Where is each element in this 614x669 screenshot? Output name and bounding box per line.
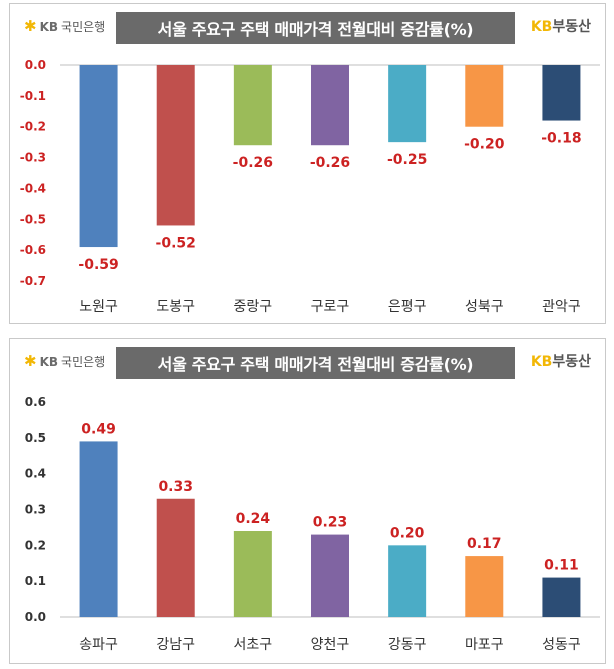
bar — [79, 65, 118, 248]
data-label: 0.24 — [236, 511, 271, 527]
data-label: -0.26 — [233, 155, 273, 171]
category-label: 양천구 — [311, 637, 350, 653]
bar — [233, 65, 272, 146]
chart-title: 서울 주요구 주택 매매가격 전월대비 증감률(%) — [116, 12, 515, 44]
kb-realty-logo: KB부동산 — [530, 19, 591, 35]
category-label: 서초구 — [234, 637, 273, 653]
y-tick-label: 0.6 — [25, 395, 46, 409]
bar — [542, 65, 581, 121]
chart-title: 서울 주요구 주택 매매가격 전월대비 증감률(%) — [116, 347, 515, 379]
kb-star-icon: ✱ — [24, 17, 37, 35]
y-tick-label: 0.0 — [25, 610, 46, 624]
y-tick-label: -0.1 — [20, 89, 46, 103]
data-label: -0.52 — [156, 235, 196, 251]
kb-star-icon: ✱ — [24, 352, 37, 370]
bar — [542, 577, 581, 617]
data-label: -0.59 — [78, 257, 118, 273]
data-label: -0.20 — [464, 137, 505, 153]
y-tick-label: 0.5 — [25, 431, 46, 445]
category-label: 송파구 — [79, 637, 118, 653]
y-tick-label: -0.7 — [20, 274, 46, 288]
y-tick-label: -0.4 — [20, 181, 46, 195]
bar — [465, 65, 504, 127]
bar-chart-decline: 0.0 -0.1 -0.2 -0.3 -0.4 -0.5 -0.6 -0.7 -0.59 노원구 -… — [20, 58, 600, 315]
data-label: 0.49 — [81, 421, 116, 437]
bar — [311, 534, 349, 617]
category-label: 은평구 — [388, 299, 427, 315]
chart-panel-decline: ✱ KB 국민은행 서울 주요구 주택 매매가격 전월대비 증감률(%) KB부… — [9, 3, 606, 324]
y-tick-label: -0.6 — [20, 243, 46, 257]
data-label: -0.26 — [310, 155, 350, 171]
y-tick-label: -0.3 — [20, 151, 46, 165]
data-label: 0.11 — [544, 558, 579, 574]
y-tick-label: 0.1 — [25, 574, 46, 588]
kb-realty-logo: KB부동산 — [530, 354, 591, 370]
bar — [156, 498, 195, 617]
category-label: 도봉구 — [156, 299, 195, 315]
y-tick-label: -0.5 — [20, 212, 46, 226]
bar — [233, 531, 272, 617]
y-tick-label: 0.2 — [25, 538, 46, 552]
category-label: 강동구 — [388, 637, 427, 653]
category-label: 성북구 — [465, 299, 504, 315]
y-tick-label: 0.4 — [25, 467, 46, 481]
chart-panel-increase: ✱ KB 국민은행 서울 주요구 주택 매매가격 전월대비 증감률(%) KB부… — [9, 338, 606, 664]
data-label: 0.33 — [158, 479, 193, 495]
y-tick-label: 0.0 — [25, 58, 46, 72]
category-label: 구로구 — [311, 299, 350, 315]
bar — [79, 441, 118, 617]
bar — [388, 545, 427, 617]
data-label: -0.18 — [541, 131, 581, 147]
y-tick-label: 0.3 — [25, 503, 46, 517]
y-tick-label: -0.2 — [20, 120, 46, 134]
kb-bank-logo: ✱ KB 국민은행 — [24, 17, 106, 35]
bar — [388, 65, 427, 143]
bar — [311, 65, 349, 146]
category-label: 성동구 — [542, 637, 581, 653]
data-label: -0.25 — [387, 152, 427, 168]
category-label: 중랑구 — [234, 299, 273, 315]
bar-chart-increase: 0.6 0.5 0.4 0.3 0.2 0.1 0.0 0.49 송파구 0.33 강남구 0.24 서… — [25, 395, 600, 653]
category-label: 마포구 — [465, 637, 504, 653]
category-label: 노원구 — [79, 299, 118, 315]
bar — [465, 556, 504, 617]
category-label: 관악구 — [542, 299, 581, 315]
data-label: 0.23 — [313, 515, 348, 531]
category-label: 강남구 — [156, 637, 195, 653]
data-label: 0.20 — [390, 525, 425, 541]
kb-bank-logo: ✱ KB 국민은행 — [24, 352, 106, 370]
bar — [156, 65, 195, 226]
data-label: 0.17 — [467, 536, 502, 552]
